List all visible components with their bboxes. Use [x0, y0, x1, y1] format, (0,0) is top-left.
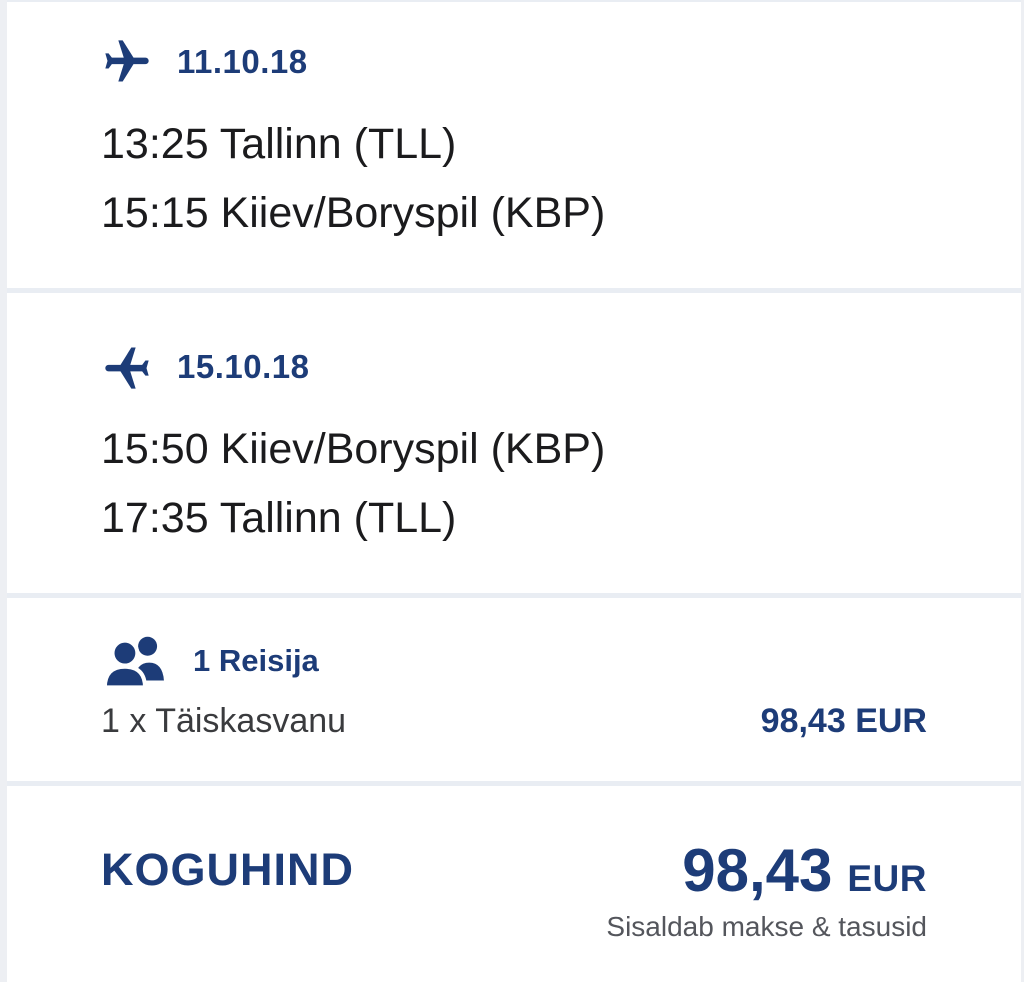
total-amount-row: 98,43 EUR [682, 836, 927, 905]
passenger-price-row: 1 x Täiskasvanu 98,43 EUR [101, 702, 927, 741]
passenger-price: 98,43 EUR [760, 702, 927, 740]
outbound-segment-arrival: 15:15 Kiiev/Boryspil (KBP) [101, 189, 606, 237]
passengers-header: 1 Reisija [101, 632, 927, 690]
return-flight-card: 15.10.18 15:50 Kiiev/Boryspil (KBP) 17:3… [7, 293, 1021, 593]
return-segment-departure: 15:50 Kiiev/Boryspil (KBP) [101, 425, 606, 473]
total-amount: 98,43 [682, 837, 833, 904]
outbound-segment-departure: 13:25 Tallinn (TLL) [101, 120, 457, 168]
outbound-flight-card: 11.10.18 13:25 Tallinn (TLL) 15:15 Kiiev… [7, 2, 1021, 288]
passengers-count-label: 1 Reisija [193, 643, 319, 678]
outbound-flight-header: 11.10.18 [101, 36, 927, 88]
passengers-icon [102, 636, 164, 690]
plane-arrival-icon [105, 347, 149, 389]
outbound-segments: 13:25 Tallinn (TLL) 15:15 Kiiev/Boryspil… [101, 110, 927, 248]
total-currency: EUR [847, 858, 927, 899]
outbound-date: 11.10.18 [177, 43, 308, 80]
return-segment-arrival: 17:35 Tallinn (TLL) [101, 494, 457, 542]
return-date: 15.10.18 [177, 348, 310, 385]
total-price-row: KOGUHIND 98,43 EUR Sisaldab makse & tasu… [101, 836, 927, 943]
total-price-label: KOGUHIND [101, 844, 354, 895]
taxes-included-note: Sisaldab makse & tasusid [606, 911, 927, 942]
return-flight-header: 15.10.18 [101, 341, 927, 393]
total-price-block: 98,43 EUR Sisaldab makse & tasusid [606, 836, 927, 943]
passenger-type-label: 1 x Täiskasvanu [101, 702, 347, 740]
total-price-card: KOGUHIND 98,43 EUR Sisaldab makse & tasu… [7, 786, 1021, 982]
return-segments: 15:50 Kiiev/Boryspil (KBP) 17:35 Tallinn… [101, 415, 927, 553]
plane-departure-icon [105, 40, 149, 82]
passengers-card: 1 Reisija 1 x Täiskasvanu 98,43 EUR [7, 598, 1021, 781]
booking-summary-panel: 11.10.18 13:25 Tallinn (TLL) 15:15 Kiiev… [7, 0, 1021, 982]
